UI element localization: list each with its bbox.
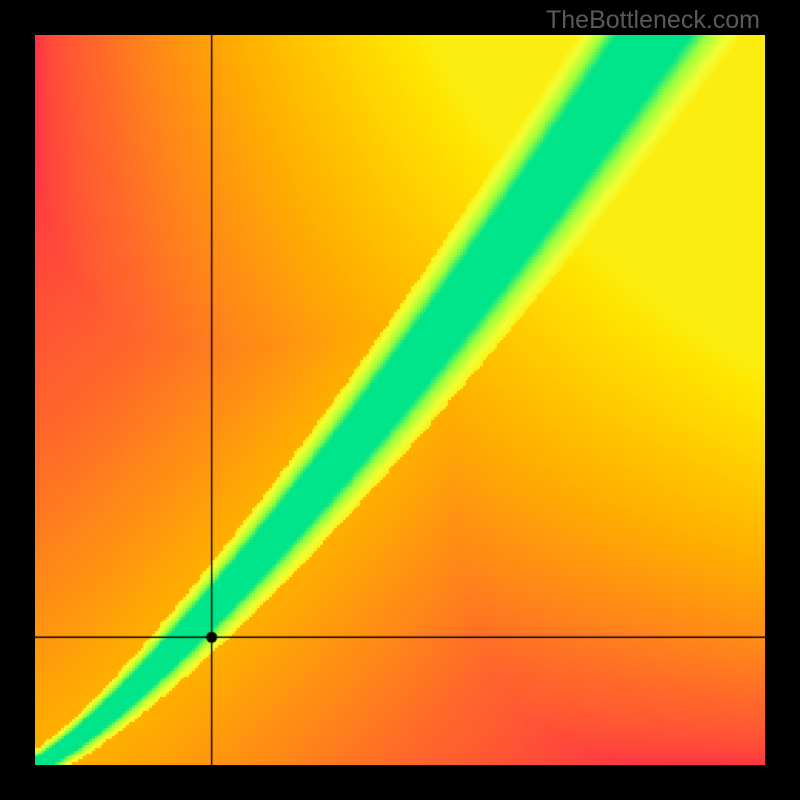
bottleneck-heatmap [35, 35, 765, 765]
watermark-text: TheBottleneck.com [546, 6, 760, 35]
